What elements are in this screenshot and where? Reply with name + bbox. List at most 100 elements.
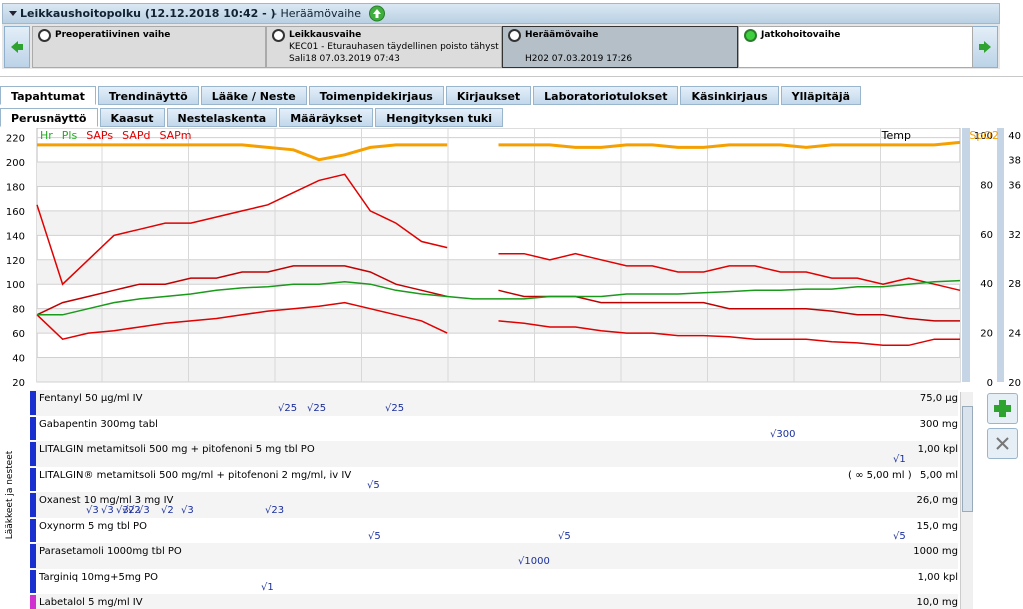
med-row	[30, 441, 958, 467]
med-dose: 300 mg	[919, 418, 958, 430]
advance-icon[interactable]	[368, 5, 386, 22]
dose-mark[interactable]: √300	[770, 428, 796, 440]
legend-entry: SAPd	[122, 129, 150, 142]
spo2-tick-label: 40	[980, 279, 993, 290]
dose-mark[interactable]: √3	[181, 505, 194, 516]
y-tick-label: 80	[12, 305, 25, 316]
tab[interactable]: Laboratoriotulokset	[533, 86, 679, 105]
collapse-icon[interactable]	[9, 11, 17, 16]
tab[interactable]: Tapahtumat	[0, 86, 96, 105]
med-bar	[30, 595, 36, 609]
series-line	[37, 279, 961, 316]
med-row	[30, 466, 958, 492]
tab[interactable]: Kirjaukset	[445, 86, 532, 105]
phase-box[interactable]: Heräämövaihe H202 07.03.2019 17:26	[502, 26, 738, 68]
series-line	[36, 173, 961, 292]
pathway-bar[interactable]: Leikkaushoitopolku (12.12.2018 10:42 - )…	[2, 3, 1000, 24]
next-button[interactable]	[972, 26, 998, 68]
add-button[interactable]	[987, 393, 1018, 424]
separator	[0, 76, 1023, 77]
axis-strip	[962, 128, 970, 382]
dose-mark[interactable]: √5	[368, 530, 381, 542]
med-dose: 1,00 kpl	[917, 571, 958, 583]
dose-mark[interactable]: √3	[116, 505, 129, 516]
med-dose: 15,0 mg	[916, 520, 958, 532]
med-name: Targiniq 10mg+5mg PO	[39, 571, 159, 583]
med-dose: 75,0 µg	[919, 393, 958, 404]
spo2-tick-label: 80	[980, 180, 993, 191]
dose-mark[interactable]: √3	[137, 505, 150, 516]
med-dose: 1000 mg	[913, 546, 958, 557]
subtab[interactable]: Nestelaskenta	[166, 108, 278, 127]
subtab[interactable]: Perusnäyttö	[0, 108, 98, 127]
spo2-tick-label: 100	[974, 131, 993, 142]
med-note: ( ∞ 5,00 ml )	[848, 469, 912, 481]
med-name: Parasetamoli 1000mg tbl PO	[39, 546, 182, 557]
med-name: Oxanest 10 mg/ml 3 mg IV	[39, 495, 174, 506]
med-row	[30, 517, 958, 543]
temp-tick-label: 38	[1008, 156, 1021, 167]
remove-button[interactable]	[987, 428, 1018, 459]
phase-name: Leikkausvaihe	[289, 30, 362, 40]
med-row	[30, 594, 958, 609]
spo2-tick-label: 0	[987, 378, 993, 386]
y-tick-label: 200	[6, 158, 25, 169]
med-name: Labetalol 5 mg/ml IV	[39, 597, 143, 608]
med-dose: 5,00 ml	[920, 469, 958, 481]
phase-box[interactable]: Leikkausvaihe KEC01 - Eturauhasen täydel…	[266, 26, 502, 68]
phase-line: H202 07.03.2019 17:26	[525, 54, 633, 64]
legend-entry: SAPm	[159, 129, 191, 142]
tab-bar: Tapahtumat Trendinäyttö Lääke / Neste Toime…	[0, 86, 862, 105]
legend-entry: Pls	[62, 129, 78, 142]
med-dose: 1,00 kpl	[917, 444, 958, 455]
subtab[interactable]: Hengityksen tuki	[375, 108, 503, 127]
phase-name: Preoperatiivinen vaihe	[55, 30, 171, 40]
medication-label: Lääkkeet ja nesteet	[5, 450, 15, 540]
phase-name: Jatkohoitovaihe	[761, 30, 841, 40]
med-name: LITALGIN® metamitsoli 500 mg/ml + pitofe…	[39, 469, 352, 481]
subtab[interactable]: Kaasut	[99, 108, 165, 127]
med-dose: 26,0 mg	[916, 495, 958, 506]
dose-mark[interactable]: √5	[893, 530, 906, 542]
tab[interactable]: Ylläpitäjä	[780, 86, 862, 105]
scrollbar[interactable]	[960, 392, 973, 609]
dose-mark[interactable]: √2	[122, 505, 135, 516]
dose-mark[interactable]: √3	[101, 505, 114, 516]
phase-box[interactable]: Preoperatiivinen vaihe	[32, 26, 266, 68]
dose-mark[interactable]: √25	[385, 403, 405, 414]
tab[interactable]: Käsinkirjaus	[680, 86, 779, 105]
dose-mark[interactable]: √23	[265, 505, 285, 516]
scroll-thumb[interactable]	[962, 406, 973, 512]
dose-mark[interactable]: √25	[307, 403, 327, 414]
y-tick-label: 220	[6, 134, 25, 145]
prev-button[interactable]	[4, 26, 30, 68]
grid-band	[37, 357, 960, 382]
y-tick-label: 160	[6, 207, 25, 218]
tab[interactable]: Trendinäyttö	[97, 86, 199, 105]
series-line	[37, 140, 961, 162]
dose-mark[interactable]: √5	[367, 479, 380, 491]
dose-mark[interactable]: √1000	[518, 556, 550, 567]
med-bar	[30, 442, 36, 466]
dose-mark[interactable]: √3	[86, 505, 99, 516]
med-name: Gabapentin 300mg tabl	[39, 418, 158, 430]
med-bar	[30, 416, 36, 440]
tab[interactable]: Lääke / Neste	[200, 86, 307, 105]
dose-mark[interactable]: √1	[893, 454, 906, 465]
y-tick-label: 180	[6, 182, 25, 193]
phase-box[interactable]: Jatkohoitovaihe	[738, 26, 973, 68]
dose-mark[interactable]: √1	[261, 581, 274, 593]
dose-mark[interactable]: √2	[128, 505, 141, 516]
dose-mark[interactable]: √2	[161, 505, 174, 516]
med-bar	[30, 493, 36, 517]
tab[interactable]: Toimenpidekirjaus	[308, 86, 444, 105]
dose-mark[interactable]: √25	[278, 403, 298, 414]
med-name: Oxynorm 5 mg tbl PO	[39, 520, 147, 532]
medication-list: Fentanyl 50 µg/ml IV 75,0 µg √25 √25 √25 Gaba…	[0, 390, 1023, 609]
subtab[interactable]: Määräykset	[279, 108, 374, 127]
med-row	[30, 390, 958, 416]
med-bar	[30, 391, 36, 415]
med-bar	[30, 569, 36, 593]
dose-mark[interactable]: √5	[558, 530, 571, 542]
